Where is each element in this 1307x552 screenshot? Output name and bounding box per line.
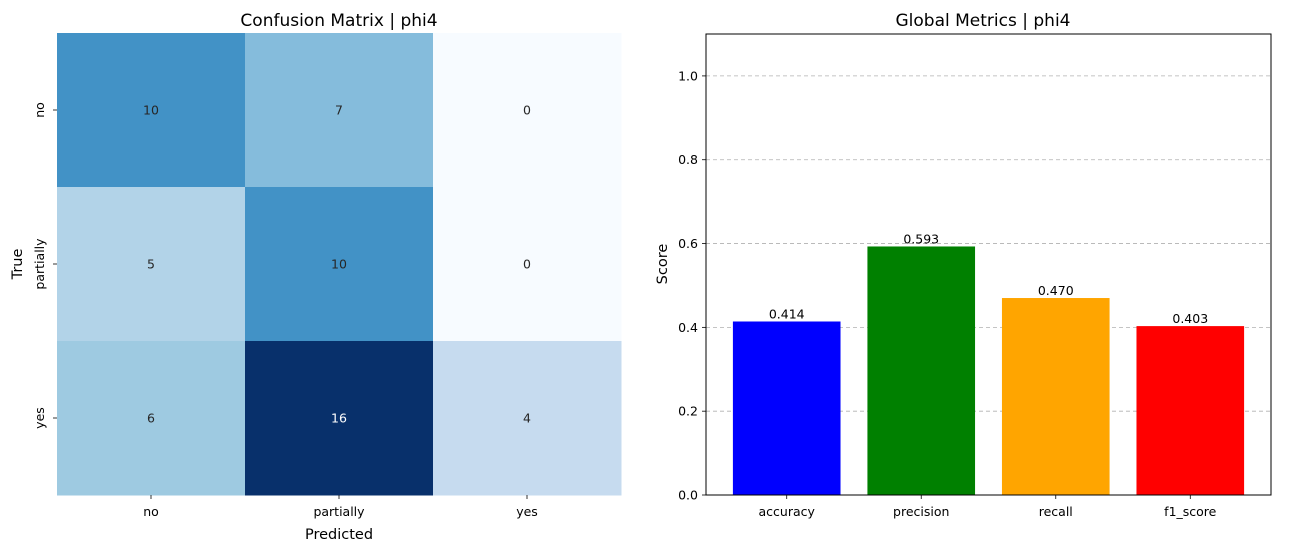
heatmap-cell-value: 7 [335,103,343,118]
bar-axes-frame [705,33,1272,496]
heatmap-cell-value: 5 [147,257,155,272]
heatmap-x-tick-label: yes [516,504,538,519]
heatmap-cell [57,341,246,496]
heatmap-x-ticks: no partially yes [143,495,538,519]
heatmap-cell [245,33,434,188]
heatmap-y-tick-label: yes [32,407,47,429]
heatmap-cells: 10 7 0 5 10 0 6 16 4 [57,33,622,496]
heatmap-cell-value: 6 [147,411,155,426]
heatmap-x-tick-label: partially [313,504,365,519]
heatmap-cell [433,33,622,188]
bar-x-ticks: accuracy precision recall f1_score [759,495,1217,519]
heatmap-cell-value: 4 [523,411,531,426]
bar-recall [1001,298,1110,495]
heatmap-cell [245,341,434,496]
bar-x-tick-label: f1_score [1164,504,1217,519]
heatmap-cell-value: 10 [143,103,159,118]
heatmap-x-tick-label: no [143,504,159,519]
bar-y-axis-label: Score [655,244,671,285]
heatmap-y-tick-label: no [32,102,47,118]
heatmap-cell-value: 10 [331,257,347,272]
bar-data-label: 0.470 [1038,283,1074,298]
heatmap-y-axis-label: True [10,249,26,281]
bar-y-tick-label: 0.6 [678,236,698,251]
bar-f1_score [1136,326,1245,495]
heatmap-cell-value: 16 [331,411,347,426]
heatmap-y-tick-label: partially [32,238,47,290]
bar-data-labels: 0.414 0.593 0.470 0.403 [769,231,1208,326]
heatmap-cell-value: 0 [523,257,531,272]
bar-y-tick-label: 0.4 [678,320,698,335]
heatmap-cell [433,187,622,342]
bar-precision [867,246,976,495]
heatmap-title: Confusion Matrix | phi4 [240,11,437,31]
bar-y-tick-label: 1.0 [678,68,698,83]
bar-x-tick-label: precision [893,504,949,519]
heatmap-cell [245,187,434,342]
bar-y-tick-label: 0.2 [678,404,698,419]
heatmap-y-ticks: no partially yes [32,102,57,429]
bar-data-label: 0.414 [769,306,805,321]
bar-x-tick-label: recall [1039,504,1073,519]
heatmap-cell [57,33,246,188]
bar-y-ticks: 0.0 0.2 0.4 0.6 0.8 1.0 [678,68,706,503]
bar-y-tick-label: 0.8 [678,152,698,167]
bar-series [732,246,1245,495]
bar-x-tick-label: accuracy [759,504,816,519]
bar-y-tick-label: 0.0 [678,488,698,503]
heatmap-cell [57,187,246,342]
bar-data-label: 0.403 [1172,311,1208,326]
heatmap-x-axis-label: Predicted [305,527,373,543]
bar-accuracy [732,321,841,495]
bar-title: Global Metrics | phi4 [896,11,1071,31]
bar-data-label: 0.593 [903,231,939,246]
heatmap-cell [433,341,622,496]
heatmap-cell-value: 0 [523,103,531,118]
